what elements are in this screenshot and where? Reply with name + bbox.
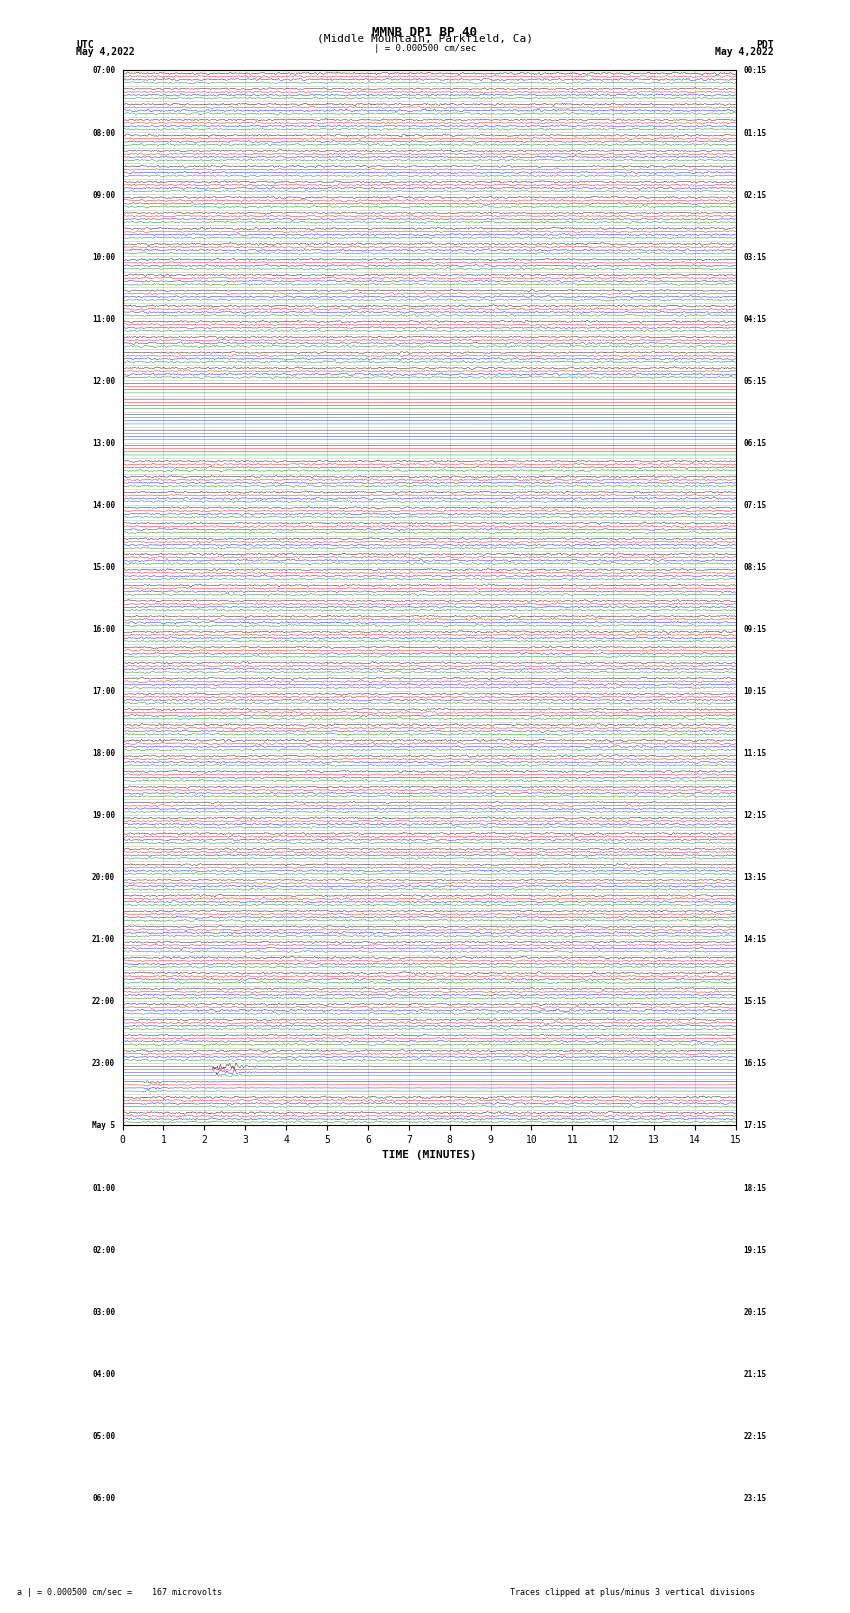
Text: 17:15: 17:15 (744, 1121, 767, 1131)
Text: May 4,2022: May 4,2022 (76, 47, 135, 56)
Text: 18:00: 18:00 (92, 748, 115, 758)
Text: 20:00: 20:00 (92, 873, 115, 882)
Text: May 5: May 5 (92, 1121, 115, 1131)
Text: 01:15: 01:15 (744, 129, 767, 137)
Text: 09:15: 09:15 (744, 624, 767, 634)
Text: 02:00: 02:00 (92, 1245, 115, 1255)
Text: 23:15: 23:15 (744, 1494, 767, 1503)
Text: 15:00: 15:00 (92, 563, 115, 573)
Text: (Middle Mountain, Parkfield, Ca): (Middle Mountain, Parkfield, Ca) (317, 34, 533, 44)
Text: 04:15: 04:15 (744, 315, 767, 324)
Text: 23:00: 23:00 (92, 1060, 115, 1068)
Text: 06:15: 06:15 (744, 439, 767, 448)
Text: a | = 0.000500 cm/sec =    167 microvolts: a | = 0.000500 cm/sec = 167 microvolts (17, 1587, 222, 1597)
Text: 17:00: 17:00 (92, 687, 115, 697)
Text: | = 0.000500 cm/sec: | = 0.000500 cm/sec (374, 44, 476, 53)
Text: PDT: PDT (756, 40, 774, 50)
Text: 07:00: 07:00 (92, 66, 115, 76)
Text: 10:00: 10:00 (92, 253, 115, 261)
Text: 16:00: 16:00 (92, 624, 115, 634)
Text: 21:00: 21:00 (92, 936, 115, 944)
Text: 09:00: 09:00 (92, 190, 115, 200)
Text: 10:15: 10:15 (744, 687, 767, 697)
Text: May 4,2022: May 4,2022 (715, 47, 774, 56)
Text: 00:15: 00:15 (744, 66, 767, 76)
Text: 05:15: 05:15 (744, 377, 767, 386)
Text: 19:00: 19:00 (92, 811, 115, 819)
Text: 14:15: 14:15 (744, 936, 767, 944)
Text: UTC: UTC (76, 40, 94, 50)
Text: 02:15: 02:15 (744, 190, 767, 200)
Text: 06:00: 06:00 (92, 1494, 115, 1503)
X-axis label: TIME (MINUTES): TIME (MINUTES) (382, 1150, 477, 1160)
Text: 03:15: 03:15 (744, 253, 767, 261)
Text: 03:00: 03:00 (92, 1308, 115, 1316)
Text: 01:00: 01:00 (92, 1184, 115, 1192)
Text: 12:00: 12:00 (92, 377, 115, 386)
Text: 21:15: 21:15 (744, 1369, 767, 1379)
Text: 11:00: 11:00 (92, 315, 115, 324)
Text: 13:15: 13:15 (744, 873, 767, 882)
Text: 08:15: 08:15 (744, 563, 767, 573)
Text: 07:15: 07:15 (744, 502, 767, 510)
Text: 12:15: 12:15 (744, 811, 767, 819)
Text: Traces clipped at plus/minus 3 vertical divisions: Traces clipped at plus/minus 3 vertical … (510, 1587, 755, 1597)
Text: 22:00: 22:00 (92, 997, 115, 1007)
Text: 19:15: 19:15 (744, 1245, 767, 1255)
Text: 20:15: 20:15 (744, 1308, 767, 1316)
Text: 16:15: 16:15 (744, 1060, 767, 1068)
Text: MMNB DP1 BP 40: MMNB DP1 BP 40 (372, 26, 478, 39)
Text: 08:00: 08:00 (92, 129, 115, 137)
Text: 04:00: 04:00 (92, 1369, 115, 1379)
Text: 05:00: 05:00 (92, 1432, 115, 1440)
Text: 13:00: 13:00 (92, 439, 115, 448)
Text: 22:15: 22:15 (744, 1432, 767, 1440)
Text: 18:15: 18:15 (744, 1184, 767, 1192)
Text: 11:15: 11:15 (744, 748, 767, 758)
Text: 14:00: 14:00 (92, 502, 115, 510)
Text: 15:15: 15:15 (744, 997, 767, 1007)
